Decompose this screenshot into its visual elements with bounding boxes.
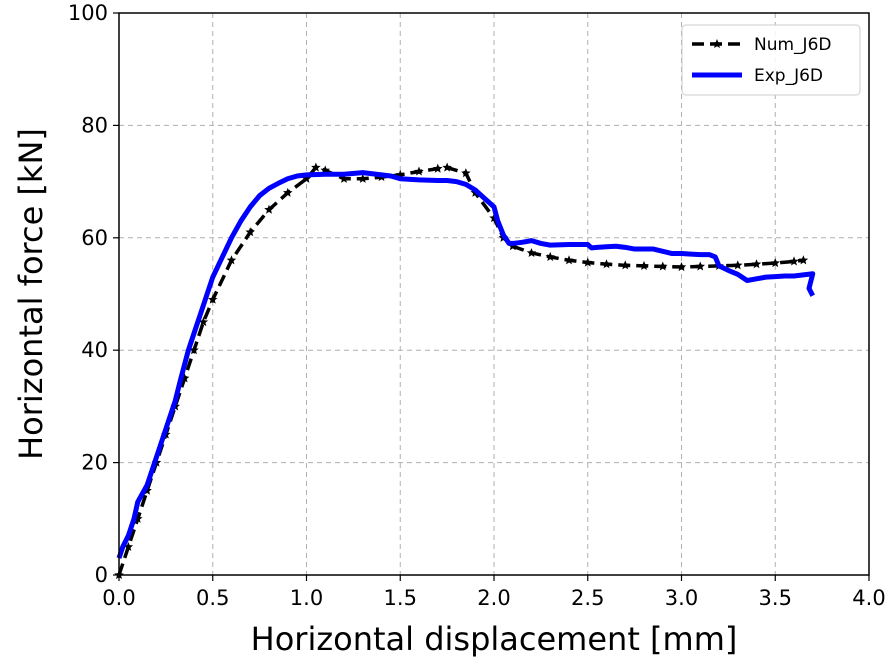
x-axis-label: Horizontal displacement [mm] — [251, 620, 738, 658]
series-point-0 — [751, 259, 762, 269]
x-tick-label: 2.0 — [477, 586, 510, 610]
x-tick-label: 0.0 — [102, 586, 135, 610]
y-tick-label: 60 — [81, 226, 108, 250]
series-point-0 — [442, 162, 452, 172]
series-point-0 — [357, 173, 368, 183]
x-tick-label: 1.0 — [290, 586, 323, 610]
y-axis-ticks: 0 20 40 60 80 100 — [68, 1, 119, 587]
series-line-0 — [117, 165, 804, 576]
series-point-0 — [264, 204, 274, 214]
series-point-0 — [320, 165, 331, 175]
series-point-0 — [123, 541, 134, 551]
legend-marker-num — [712, 39, 722, 49]
series-point-0 — [414, 166, 424, 176]
x-tick-label: 2.5 — [571, 586, 604, 610]
series-point-0 — [770, 258, 781, 268]
series-point-0 — [526, 247, 537, 258]
series-point-0 — [545, 251, 556, 261]
y-tick-label: 20 — [81, 451, 108, 475]
series-point-0 — [657, 261, 668, 271]
series-point-0 — [207, 294, 218, 304]
x-tick-label: 4.0 — [852, 586, 885, 610]
series-point-0 — [798, 255, 809, 265]
series-point-0 — [789, 256, 799, 266]
series-point-0 — [395, 169, 406, 179]
series-point-0 — [489, 213, 499, 223]
series-point-0 — [245, 227, 256, 237]
series-point-0 — [582, 257, 593, 267]
x-tick-label: 1.5 — [384, 586, 417, 610]
series-point-0 — [732, 260, 743, 270]
series-point-0 — [639, 260, 649, 270]
series-point-0 — [282, 187, 293, 197]
legend: Num_J6D Exp_J6D — [681, 24, 861, 96]
series-point-0 — [620, 260, 631, 270]
y-axis-label: Horizontal force [kN] — [12, 128, 50, 460]
series-point-0 — [198, 317, 209, 327]
series-point-0 — [226, 255, 237, 265]
x-axis-ticks: 0.0 0.5 1.0 1.5 2.0 2.5 3.0 3.5 4.0 — [102, 575, 886, 610]
series-point-0 — [676, 262, 687, 272]
series-point-0 — [432, 163, 443, 173]
series-point-0 — [601, 259, 612, 269]
y-tick-label: 0 — [95, 563, 108, 587]
series-point-0 — [132, 513, 143, 523]
legend-label-num: Num_J6D — [754, 35, 831, 55]
x-tick-label: 3.0 — [665, 586, 698, 610]
series-line-1 — [116, 170, 816, 559]
series-point-0 — [179, 373, 190, 383]
series-point-0 — [695, 261, 706, 271]
legend-label-exp: Exp_J6D — [754, 66, 823, 86]
series-point-0 — [311, 162, 321, 172]
y-tick-label: 80 — [81, 113, 108, 137]
series-layer — [114, 162, 816, 580]
y-tick-label: 100 — [68, 1, 108, 25]
x-tick-label: 0.5 — [196, 586, 229, 610]
y-tick-label: 40 — [81, 338, 108, 362]
grid — [118, 12, 870, 576]
x-tick-label: 3.5 — [759, 586, 792, 610]
series-point-0 — [564, 255, 574, 265]
series-point-0 — [461, 168, 471, 178]
series-point-0 — [339, 173, 349, 183]
series-point-0 — [189, 345, 199, 355]
series-point-0 — [301, 173, 312, 183]
